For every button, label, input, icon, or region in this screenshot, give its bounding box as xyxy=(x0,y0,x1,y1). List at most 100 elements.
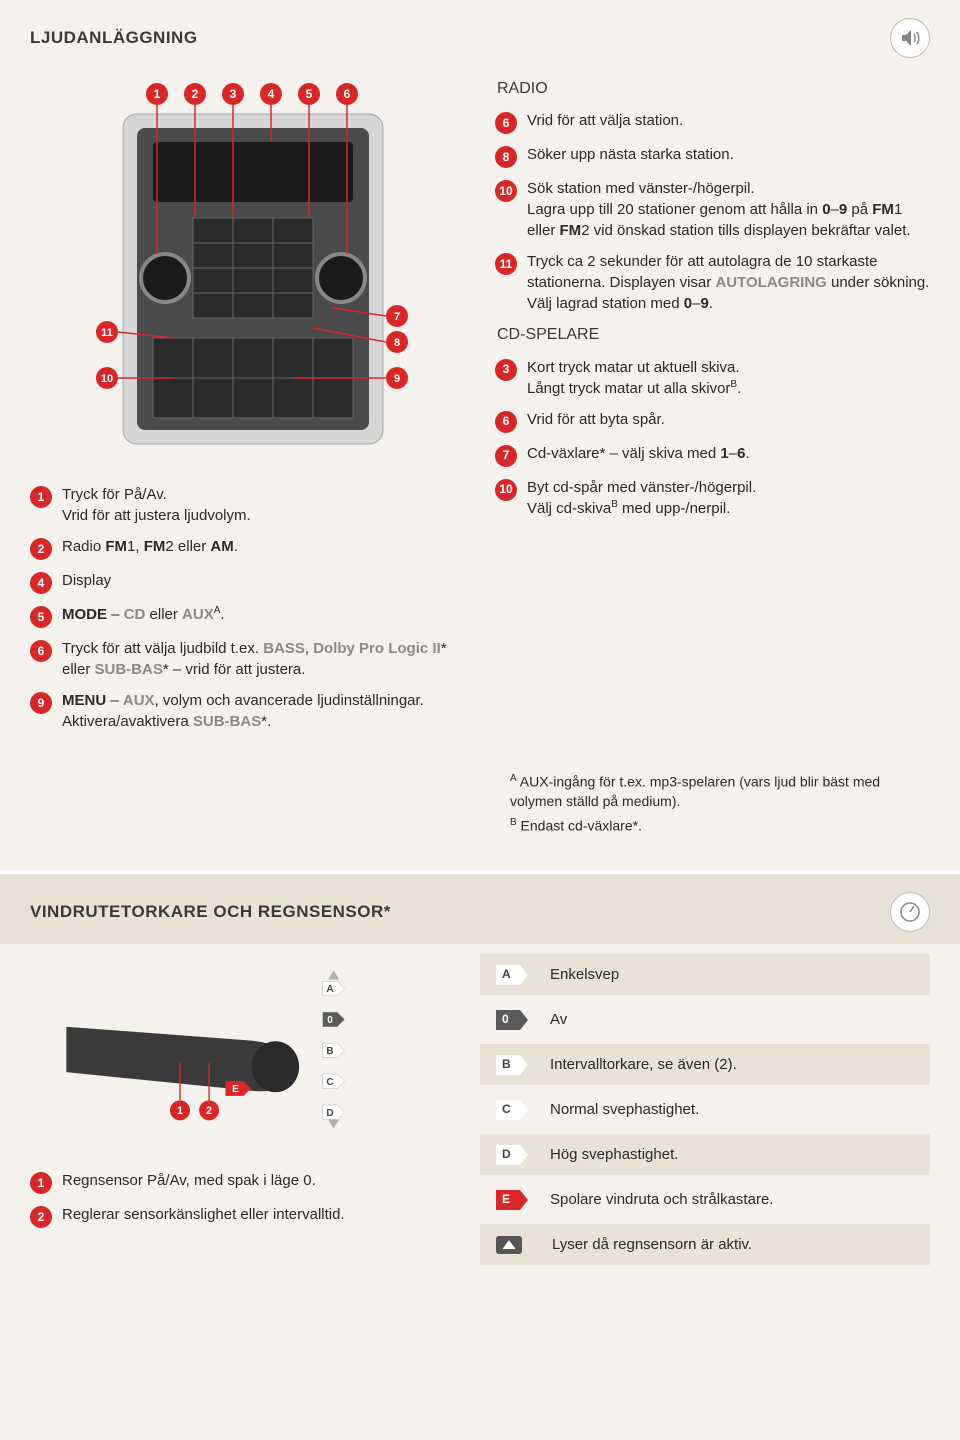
svg-text:1: 1 xyxy=(177,1105,183,1117)
gauge-icon xyxy=(890,892,930,932)
item-text: MENU – AUX, volym och avancerade ljudins… xyxy=(62,690,465,732)
list-item: 10 Byt cd-spår med vänster-/högerpil.Välj… xyxy=(495,477,930,519)
radio-heading: RADIO xyxy=(495,78,930,100)
svg-text:2: 2 xyxy=(206,1105,212,1117)
list-item: 7Cd-växlare* – välj skiva med 1–6. xyxy=(495,443,930,467)
section1-header: LJUDANLÄGGNING xyxy=(0,0,960,68)
wiper-mode-row: 0 Av xyxy=(480,999,930,1040)
number-marker: 5 xyxy=(30,606,52,628)
number-marker: 6 xyxy=(495,411,517,433)
cd-list: 3 Kort tryck matar ut aktuell skiva.Långt… xyxy=(495,357,930,519)
radio-unit-diagram: 1 2 3 4 5 6 11 10 7 8 9 xyxy=(83,78,413,464)
list-item: 6 Tryck för att välja ljudbild t.ex. BASS… xyxy=(30,638,465,680)
section2-header: VINDRUTETORKARE OCH REGNSENSOR* xyxy=(0,874,960,944)
item-text: Byt cd-spår med vänster-/högerpil.Välj c… xyxy=(527,477,930,519)
item-text: Tryck ca 2 sekunder för att autolagra de… xyxy=(527,251,930,314)
cd-heading: CD-SPELARE xyxy=(495,324,930,346)
svg-text:2: 2 xyxy=(191,87,198,101)
list-item: 3 Kort tryck matar ut aktuell skiva.Långt… xyxy=(495,357,930,399)
number-marker: 1 xyxy=(30,486,52,508)
number-marker: 10 xyxy=(495,479,517,501)
svg-text:A: A xyxy=(326,984,333,995)
list-item: 6 Vrid för att välja station. xyxy=(495,110,930,134)
svg-text:7: 7 xyxy=(393,311,399,323)
svg-text:C: C xyxy=(326,1077,333,1088)
list-item: 9 MENU – AUX, volym och avancerade ljudin… xyxy=(30,690,465,732)
section2-left-list: 1 Regnsensor På/Av, med spak i läge 0. 2 Re… xyxy=(30,1170,450,1228)
svg-text:1: 1 xyxy=(153,87,160,101)
mode-badge: C xyxy=(496,1100,520,1120)
wiper-mode-row: Lyser då regnsensorn är aktiv. xyxy=(480,1224,930,1265)
number-marker: 9 xyxy=(30,692,52,714)
list-item: 2Radio FM1, FM2 eller AM. xyxy=(30,536,465,560)
item-text: Reglerar sensorkänslighet eller interval… xyxy=(62,1204,450,1225)
svg-text:B: B xyxy=(326,1046,333,1057)
mode-badge: D xyxy=(496,1145,520,1165)
list-item: 2 Reglerar sensorkänslighet eller interva… xyxy=(30,1204,450,1228)
wiper-stalk-diagram: A 0 B C D E 1 2 xyxy=(30,954,430,1160)
svg-text:D: D xyxy=(326,1108,333,1119)
number-marker: 6 xyxy=(30,640,52,662)
number-marker: 6 xyxy=(495,112,517,134)
svg-text:11: 11 xyxy=(101,327,113,339)
list-item: 8 Söker upp nästa starka station. xyxy=(495,144,930,168)
list-item: 1 Regnsensor På/Av, med spak i läge 0. xyxy=(30,1170,450,1194)
speaker-icon xyxy=(890,18,930,58)
svg-text:E: E xyxy=(232,1084,239,1095)
svg-text:4: 4 xyxy=(267,87,274,101)
footnote: A AUX-ingång för t.ex. mp3-spelaren (var… xyxy=(510,772,930,812)
number-marker: 10 xyxy=(495,180,517,202)
mode-label: Enkelsvep xyxy=(544,964,914,985)
mode-badge: E xyxy=(496,1190,520,1210)
section1-left-list: 1 Tryck för På/Av.Vrid för att justera lj… xyxy=(30,484,465,732)
list-item: 5MODE – CD eller AUXA. xyxy=(30,604,465,628)
number-marker: 8 xyxy=(495,146,517,168)
svg-text:9: 9 xyxy=(393,373,399,385)
svg-text:3: 3 xyxy=(229,87,236,101)
mode-badge: 0 xyxy=(496,1010,520,1030)
svg-text:5: 5 xyxy=(305,87,312,101)
mode-label: Av xyxy=(544,1009,914,1030)
list-item: 11 Tryck ca 2 sekunder för att autolagra … xyxy=(495,251,930,314)
section1-footnotes: A AUX-ingång för t.ex. mp3-spelaren (var… xyxy=(480,772,960,870)
mode-badge: B xyxy=(496,1055,520,1075)
wiper-mode-row: A Enkelsvep xyxy=(480,954,930,995)
item-text: Vrid för att välja station. xyxy=(527,110,930,131)
number-marker: 11 xyxy=(495,253,517,275)
list-item: 10 Sök station med vänster-/högerpil.Lagr… xyxy=(495,178,930,241)
svg-text:0: 0 xyxy=(327,1015,333,1026)
item-text: Cd-växlare* – välj skiva med 1–6. xyxy=(527,443,930,464)
item-text: Regnsensor På/Av, med spak i läge 0. xyxy=(62,1170,450,1191)
wiper-mode-row: C Normal svephastighet. xyxy=(480,1089,930,1130)
item-text: Radio FM1, FM2 eller AM. xyxy=(62,536,465,557)
svg-text:6: 6 xyxy=(343,87,350,101)
svg-text:8: 8 xyxy=(393,337,399,349)
number-marker: 4 xyxy=(30,572,52,594)
section1-title: LJUDANLÄGGNING xyxy=(30,26,198,50)
mode-label: Lyser då regnsensorn är aktiv. xyxy=(546,1234,914,1255)
mode-badge: A xyxy=(496,965,520,985)
mode-label: Spolare vindruta och strålkastare. xyxy=(544,1189,914,1210)
item-text: Söker upp nästa starka station. xyxy=(527,144,930,165)
item-text: Sök station med vänster-/högerpil.Lagra … xyxy=(527,178,930,241)
list-item: 1 Tryck för På/Av.Vrid för att justera lj… xyxy=(30,484,465,526)
item-text: Tryck för att välja ljudbild t.ex. BASS,… xyxy=(62,638,465,680)
list-item: 6 Vrid för att byta spår. xyxy=(495,409,930,433)
mode-label: Intervalltorkare, se även (2). xyxy=(544,1054,914,1075)
wiper-modes-table: A Enkelsvep 0 Av B Intervalltorkare, se även … xyxy=(480,954,930,1269)
footnote: B Endast cd-växlare*. xyxy=(510,816,930,836)
number-marker: 3 xyxy=(495,359,517,381)
radio-list: 6 Vrid för att välja station. 8 Söker upp n… xyxy=(495,110,930,314)
rain-sensor-icon xyxy=(496,1236,522,1254)
item-text: Vrid för att byta spår. xyxy=(527,409,930,430)
section2-title: VINDRUTETORKARE OCH REGNSENSOR* xyxy=(30,900,391,924)
wiper-mode-row: E Spolare vindruta och strålkastare. xyxy=(480,1179,930,1220)
svg-text:10: 10 xyxy=(100,373,112,385)
wiper-mode-row: B Intervalltorkare, se även (2). xyxy=(480,1044,930,1085)
number-marker: 2 xyxy=(30,1206,52,1228)
item-text: Kort tryck matar ut aktuell skiva.Långt … xyxy=(527,357,930,399)
item-text: Tryck för På/Av.Vrid för att justera lju… xyxy=(62,484,465,526)
number-marker: 1 xyxy=(30,1172,52,1194)
mode-label: Normal svephastighet. xyxy=(544,1099,914,1120)
item-text: Display xyxy=(62,570,465,591)
